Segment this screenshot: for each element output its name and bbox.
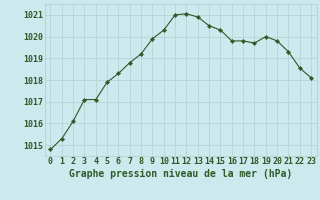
X-axis label: Graphe pression niveau de la mer (hPa): Graphe pression niveau de la mer (hPa)	[69, 169, 292, 179]
